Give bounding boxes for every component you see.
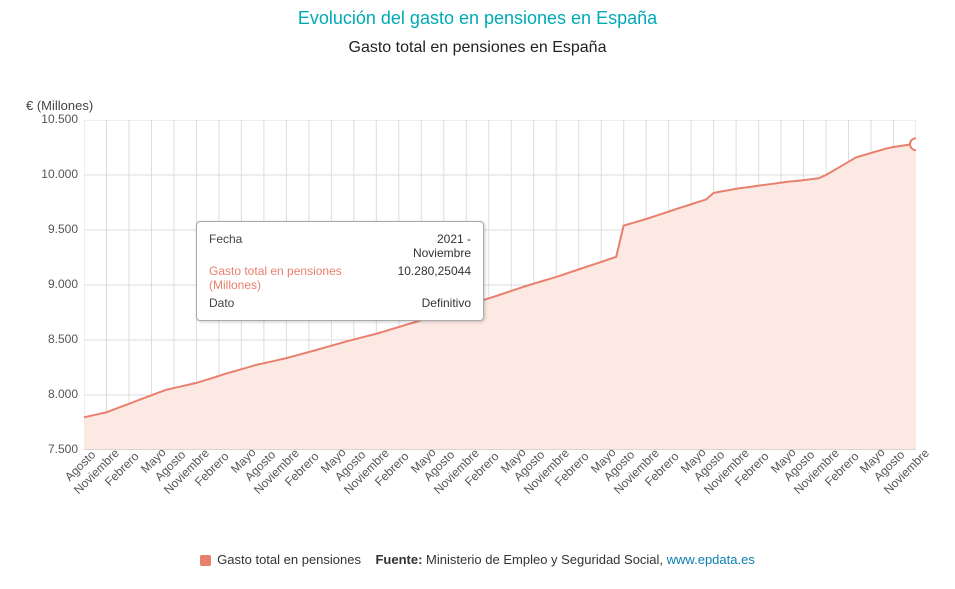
y-tick-label: 7.500	[32, 442, 78, 456]
y-tick-label: 10.000	[32, 167, 78, 181]
legend-swatch	[200, 555, 211, 566]
main-title: Evolución del gasto en pensiones en Espa…	[0, 0, 955, 29]
last-point-marker	[910, 138, 916, 150]
source-text: Ministerio de Empleo y Seguridad Social,	[426, 552, 667, 567]
tooltip-value: 2021 - Noviembre	[350, 230, 471, 262]
tooltip-label: Fecha	[209, 230, 350, 262]
y-axis-title: € (Millones)	[26, 98, 93, 113]
y-tick-label: 9.000	[32, 277, 78, 291]
tooltip-value: Definitivo	[350, 294, 471, 312]
tooltip-label: Gasto total en pensiones (Millones)	[209, 262, 350, 294]
y-tick-label: 8.000	[32, 387, 78, 401]
tooltip-label: Dato	[209, 294, 350, 312]
chart-footer: Gasto total en pensiones Fuente: Ministe…	[0, 552, 955, 567]
source-prefix: Fuente:	[375, 552, 422, 567]
sub-title: Gasto total en pensiones en España	[0, 29, 955, 57]
y-tick-label: 9.500	[32, 222, 78, 236]
y-tick-label: 10.500	[32, 112, 78, 126]
chart-tooltip: Fecha2021 - NoviembreGasto total en pens…	[196, 221, 484, 321]
y-tick-label: 8.500	[32, 332, 78, 346]
legend-label: Gasto total en pensiones	[217, 552, 361, 567]
source-link[interactable]: www.epdata.es	[667, 552, 755, 567]
tooltip-value: 10.280,25044	[350, 262, 471, 294]
